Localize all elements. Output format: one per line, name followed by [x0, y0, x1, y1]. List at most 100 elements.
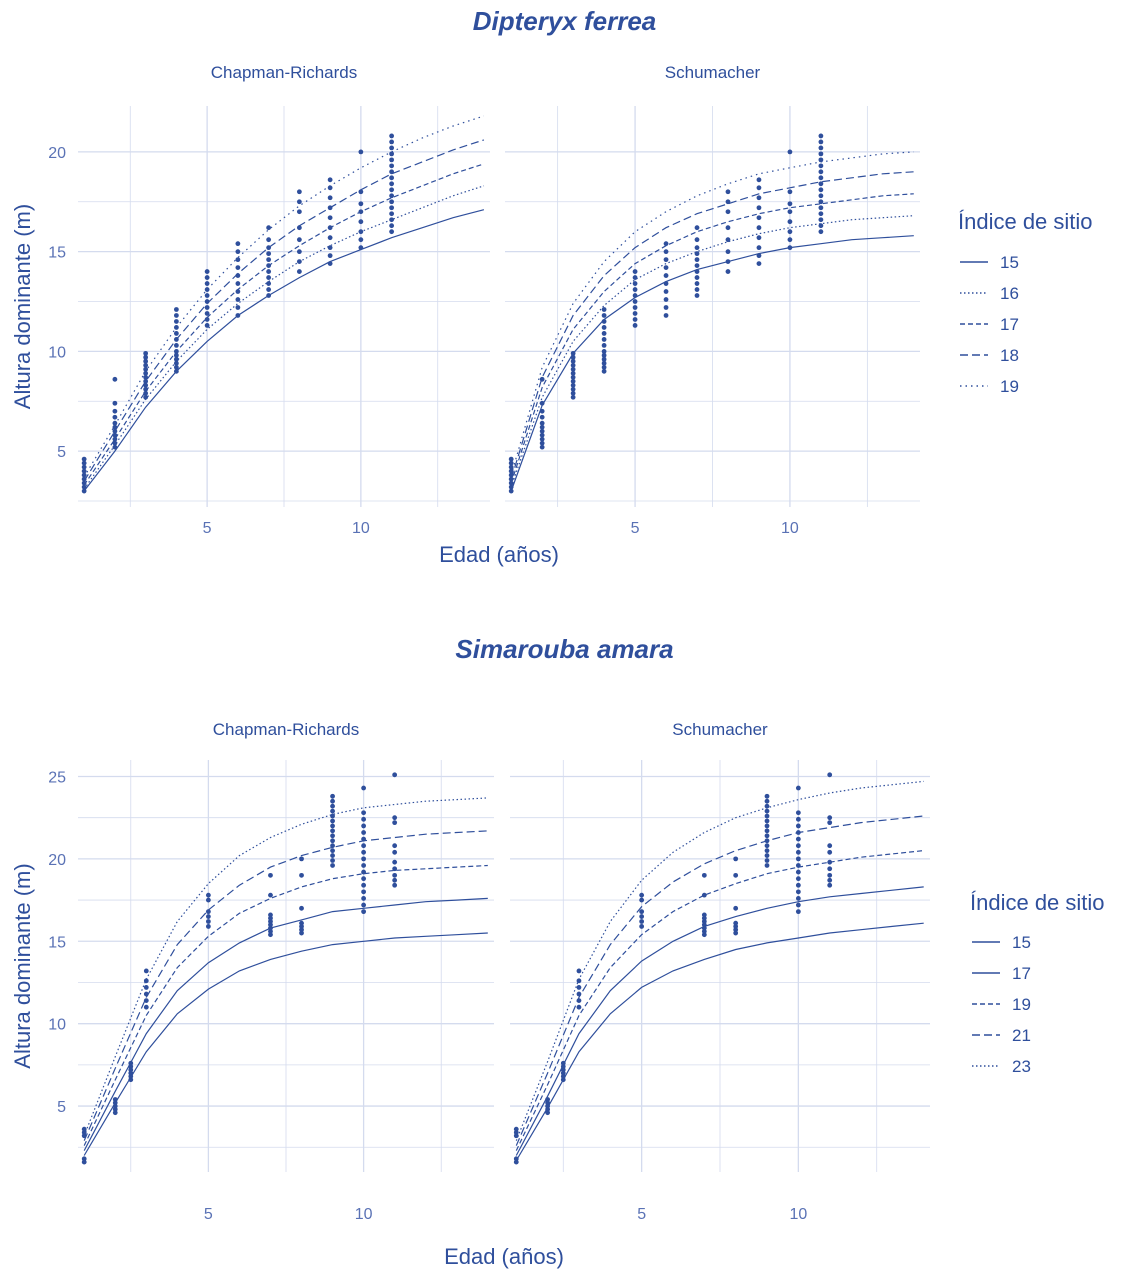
- observation-point: [701, 932, 707, 938]
- y-axis-title: Altura dominante (m): [10, 863, 35, 1068]
- observation-point: [639, 909, 645, 915]
- observation-point: [296, 199, 302, 205]
- observation-point: [601, 356, 607, 362]
- observation-point: [818, 145, 824, 151]
- observation-point: [756, 261, 762, 267]
- observation-point: [663, 249, 669, 255]
- observation-point: [392, 866, 398, 872]
- observation-point: [143, 350, 149, 356]
- observation-point: [392, 820, 398, 826]
- observation-point: [361, 896, 367, 901]
- observation-point: [299, 924, 304, 929]
- observation-point: [143, 390, 149, 396]
- observation-point: [576, 985, 582, 990]
- observation-point: [701, 919, 707, 924]
- observation-point: [764, 808, 770, 814]
- observation-point: [756, 235, 762, 241]
- observation-point: [358, 219, 364, 225]
- observation-point: [632, 269, 638, 274]
- observation-point: [663, 297, 669, 302]
- observation-point: [173, 343, 179, 348]
- observation-point: [204, 287, 210, 292]
- observation-point: [268, 922, 273, 928]
- observation-point: [601, 343, 607, 348]
- observation-point: [392, 815, 398, 821]
- observation-point: [756, 225, 762, 231]
- x-tick-label: 5: [631, 520, 640, 537]
- observation-point: [570, 390, 576, 396]
- observation-point: [764, 848, 770, 854]
- y-tick-label: 5: [57, 1099, 66, 1116]
- observation-point: [235, 297, 241, 302]
- curve-site-index-19: [83, 864, 488, 1146]
- observation-point: [601, 313, 607, 318]
- observation-point: [327, 195, 333, 201]
- observation-point: [513, 1126, 519, 1132]
- x-tick-label: 5: [204, 1206, 213, 1223]
- observation-point: [299, 927, 304, 933]
- observation-point: [795, 823, 801, 829]
- observation-point: [173, 331, 179, 336]
- observation-point: [266, 269, 272, 274]
- observation-point: [327, 215, 333, 221]
- y-tick-label: 20: [48, 852, 66, 869]
- observation-point: [827, 872, 833, 878]
- observation-point: [173, 364, 179, 370]
- observation-point: [570, 374, 576, 380]
- observation-point: [787, 209, 793, 215]
- observation-point: [205, 897, 211, 903]
- observation-point: [299, 930, 304, 936]
- observation-point: [694, 287, 700, 292]
- observation-point: [539, 444, 545, 450]
- observation-point: [632, 317, 638, 322]
- observation-point: [663, 289, 669, 294]
- observation-point: [361, 876, 367, 882]
- observation-point: [330, 853, 335, 858]
- observation-point: [818, 223, 824, 229]
- observation-point: [327, 177, 333, 183]
- observation-point: [513, 1133, 519, 1139]
- observation-point: [601, 325, 607, 330]
- observation-point: [112, 420, 118, 426]
- observation-point: [266, 251, 272, 257]
- observation-point: [266, 237, 272, 243]
- observation-point: [795, 810, 801, 816]
- observation-point: [361, 909, 367, 915]
- observation-point: [330, 843, 335, 849]
- observation-point: [827, 877, 833, 883]
- y-tick-label: 15: [48, 245, 66, 262]
- observation-point: [204, 317, 210, 322]
- observation-point: [539, 424, 545, 430]
- observation-point: [694, 281, 700, 286]
- observation-point: [268, 912, 273, 918]
- observation-point: [81, 472, 87, 478]
- observation-point: [818, 187, 824, 193]
- observation-point: [389, 229, 395, 235]
- observation-point: [576, 978, 582, 984]
- observation-point: [330, 813, 335, 819]
- panel-strip-label: Chapman-Richards: [213, 720, 359, 739]
- observation-point: [570, 366, 576, 372]
- observation-point: [701, 912, 707, 918]
- observation-point: [733, 872, 739, 878]
- curve-site-index-23: [515, 780, 924, 1141]
- legend-title: Índice de sitio: [958, 209, 1093, 234]
- observation-point: [389, 151, 395, 157]
- observation-point: [268, 928, 273, 934]
- observation-point: [268, 932, 273, 938]
- legend-label-21: 21: [1012, 1026, 1031, 1045]
- curve-site-index-15: [510, 235, 914, 492]
- legend-label-18: 18: [1000, 346, 1019, 365]
- observation-point: [361, 830, 367, 835]
- observation-point: [694, 293, 700, 298]
- observation-point: [701, 872, 707, 878]
- observation-point: [358, 149, 364, 155]
- observation-point: [173, 313, 179, 318]
- observation-point: [392, 849, 398, 855]
- observation-point: [389, 193, 395, 199]
- x-axis-title: Edad (años): [444, 1244, 564, 1269]
- observation-point: [764, 798, 770, 804]
- curve-site-index-17: [510, 193, 914, 484]
- observation-point: [143, 374, 149, 380]
- observation-point: [330, 823, 335, 829]
